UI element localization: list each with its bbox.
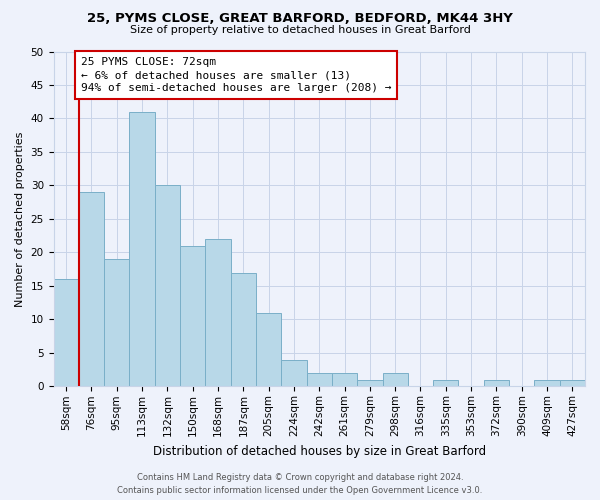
Text: Contains HM Land Registry data © Crown copyright and database right 2024.
Contai: Contains HM Land Registry data © Crown c… — [118, 474, 482, 495]
Bar — [205, 239, 230, 386]
Bar — [560, 380, 585, 386]
Bar — [332, 373, 357, 386]
Text: Size of property relative to detached houses in Great Barford: Size of property relative to detached ho… — [130, 25, 470, 35]
Bar — [53, 279, 79, 386]
Bar — [230, 272, 256, 386]
Bar — [180, 246, 205, 386]
Bar — [104, 259, 130, 386]
Bar — [256, 312, 281, 386]
Text: 25 PYMS CLOSE: 72sqm
← 6% of detached houses are smaller (13)
94% of semi-detach: 25 PYMS CLOSE: 72sqm ← 6% of detached ho… — [80, 57, 391, 94]
Text: 25, PYMS CLOSE, GREAT BARFORD, BEDFORD, MK44 3HY: 25, PYMS CLOSE, GREAT BARFORD, BEDFORD, … — [87, 12, 513, 26]
Bar — [307, 373, 332, 386]
Bar — [155, 186, 180, 386]
Bar — [484, 380, 509, 386]
Bar — [130, 112, 155, 386]
Bar — [383, 373, 408, 386]
Bar — [433, 380, 458, 386]
Bar — [357, 380, 383, 386]
Bar — [281, 360, 307, 386]
X-axis label: Distribution of detached houses by size in Great Barford: Distribution of detached houses by size … — [153, 444, 486, 458]
Y-axis label: Number of detached properties: Number of detached properties — [15, 132, 25, 306]
Bar — [79, 192, 104, 386]
Bar — [535, 380, 560, 386]
